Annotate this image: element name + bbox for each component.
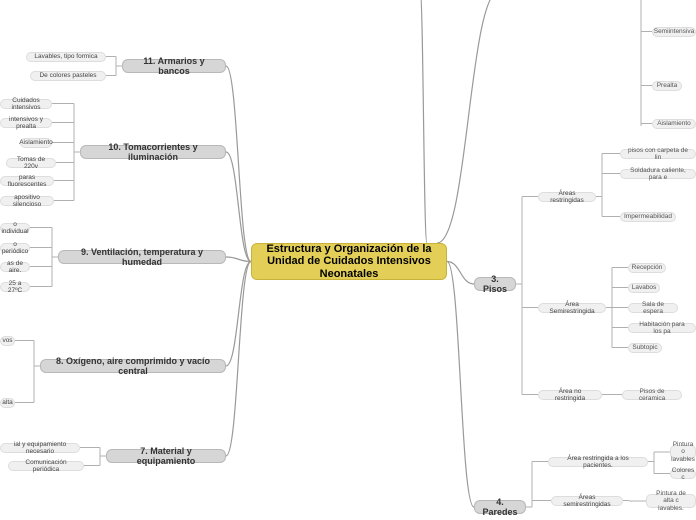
branch-right-1-sub-0-leaf-1[interactable]: Colores c: [670, 469, 696, 479]
branch-left-1-label: 10. Tomacorrientes y iluminación: [87, 142, 219, 163]
branch-right-0-sub-1-label: Área Semirestringida: [545, 301, 599, 316]
branch-right-0-sub-1-leaf-1[interactable]: Lavabos: [628, 283, 660, 293]
branch-left-3-sub-0-label: vos: [2, 337, 12, 344]
branch-right-0-sub-2-leaf-0[interactable]: Pisos de ceramica: [622, 390, 682, 400]
branch-right-0-sub-1-leaf-0-label: Recepción: [632, 264, 663, 271]
branch-left-1-sub-2-label: Aislamiento: [19, 139, 53, 146]
branch-left-1-sub-0[interactable]: Cuidados intensivos: [0, 99, 52, 109]
branch-left-0-sub-0[interactable]: Lavables, tipo formica: [26, 52, 106, 62]
far-right-leaf-1-label: Prealta: [657, 82, 678, 89]
branch-right-1-sub-1-label: Áreas semirestringidas: [558, 494, 616, 509]
branch-right-0-sub-1-leaf-2[interactable]: Sala de espera: [628, 303, 678, 313]
branch-left-1-sub-5-label: apositivo silencioso: [7, 194, 47, 209]
branch-left-2-sub-1[interactable]: o periódico: [0, 243, 30, 253]
branch-right-1-sub-0-label: Área restringida a los pacientes.: [555, 455, 641, 470]
branch-right-1-sub-0-leaf-1-label: Colores c: [672, 467, 694, 482]
branch-left-3-label: 8. Oxígeno, aire comprimido y vacío cent…: [47, 356, 219, 377]
branch-left-1-sub-4-label: paras fluorescentes: [7, 174, 47, 189]
branch-left-3[interactable]: 8. Oxígeno, aire comprimido y vacío cent…: [40, 359, 226, 373]
branch-right-0-sub-2-label: Área no restringida: [545, 388, 595, 403]
branch-left-4-sub-0[interactable]: ial y equipamiento necesario: [0, 443, 80, 453]
branch-right-1-sub-1-leaf-0[interactable]: Pintura de alta c lavables.: [646, 494, 696, 508]
branch-right-0-sub-0-leaf-1[interactable]: Soldadura caliente, para e: [620, 169, 696, 179]
branch-left-1[interactable]: 10. Tomacorrientes y iluminación: [80, 145, 226, 159]
root-node[interactable]: Estructura y Organización de la Unidad d…: [251, 243, 447, 280]
branch-left-3-sub-1-label: alta: [2, 399, 12, 406]
branch-left-4-sub-1[interactable]: Comunicación periódica: [8, 461, 84, 471]
far-right-leaf-1[interactable]: Prealta: [652, 81, 682, 91]
branch-right-1-sub-0-leaf-0[interactable]: Pintura o lavables: [670, 445, 696, 459]
branch-right-0-sub-0-leaf-0[interactable]: pisos con carpeta de lin: [620, 149, 696, 159]
branch-left-2-sub-2-label: as de aire.: [7, 260, 23, 275]
branch-right-0-sub-1-leaf-4[interactable]: Subtopic: [628, 343, 662, 353]
branch-right-0-sub-1-leaf-2-label: Sala de espera: [635, 301, 671, 316]
branch-left-2-sub-1-label: o periódico: [2, 241, 28, 256]
branch-right-1-sub-1[interactable]: Áreas semirestringidas: [551, 496, 623, 506]
branch-left-1-sub-0-label: Cuidados intensivos: [7, 97, 45, 112]
branch-left-2[interactable]: 9. Ventilación, temperatura y humedad: [58, 250, 226, 264]
branch-left-0-sub-0-label: Lavables, tipo formica: [34, 53, 97, 60]
branch-right-0-sub-2-leaf-0-label: Pisos de ceramica: [629, 388, 675, 403]
branch-right-0[interactable]: 3. Pisos: [474, 277, 516, 291]
branch-left-3-sub-1[interactable]: alta: [0, 398, 15, 408]
branch-left-1-sub-3[interactable]: Tomas de 220v: [6, 158, 56, 168]
branch-left-2-sub-0[interactable]: o individual: [0, 223, 30, 233]
branch-right-0-sub-1[interactable]: Área Semirestringida: [538, 303, 606, 313]
branch-left-1-sub-1[interactable]: intensivos y prealta: [0, 118, 52, 128]
branch-left-3-sub-0[interactable]: vos: [0, 336, 15, 346]
branch-right-0-sub-0-leaf-0-label: pisos con carpeta de lin: [627, 147, 689, 162]
branch-left-2-sub-0-label: o individual: [1, 221, 28, 236]
branch-right-0-sub-0-leaf-2-label: Impermeabilidad: [624, 213, 672, 220]
branch-left-1-sub-5[interactable]: apositivo silencioso: [0, 196, 54, 206]
branch-left-1-sub-3-label: Tomas de 220v: [13, 156, 49, 171]
branch-right-1-sub-0-leaf-0-label: Pintura o lavables: [671, 441, 695, 463]
branch-left-0-sub-1-label: De colores pasteles: [39, 72, 96, 79]
branch-right-0-sub-1-leaf-1-label: Lavabos: [632, 284, 657, 291]
root-node-label: Estructura y Organización de la Unidad d…: [258, 243, 440, 281]
branch-right-1-label: 4. Paredes: [481, 497, 519, 518]
branch-left-4-sub-0-label: ial y equipamiento necesario: [7, 441, 73, 456]
branch-right-0-sub-0-label: Áreas restringidas: [545, 190, 589, 205]
branch-right-0-label: 3. Pisos: [481, 274, 509, 295]
branch-right-1-sub-1-leaf-0-label: Pintura de alta c lavables.: [653, 490, 689, 512]
branch-left-1-sub-2[interactable]: Aislamiento: [20, 138, 52, 148]
branch-left-4-sub-1-label: Comunicación periódica: [15, 459, 77, 474]
branch-right-0-sub-1-leaf-3[interactable]: Habitación para los pa: [628, 323, 696, 333]
far-right-leaf-2[interactable]: Aislamiento: [652, 119, 696, 129]
branch-left-2-sub-3[interactable]: 25 a 27ºC: [0, 282, 30, 292]
branch-left-4[interactable]: 7. Material y equipamiento: [106, 449, 226, 463]
branch-left-1-sub-4[interactable]: paras fluorescentes: [0, 176, 54, 186]
branch-left-2-sub-3-label: 25 a 27ºC: [7, 280, 23, 295]
far-right-leaf-0-label: Semiintensiva: [654, 28, 694, 35]
far-right-leaf-0[interactable]: Semiintensiva: [652, 27, 696, 37]
branch-left-4-label: 7. Material y equipamiento: [113, 446, 219, 467]
branch-left-2-label: 9. Ventilación, temperatura y humedad: [65, 247, 219, 268]
branch-right-1-sub-0[interactable]: Área restringida a los pacientes.: [548, 457, 648, 467]
branch-left-0-label: 11. Armarios y bancos: [129, 56, 219, 77]
branch-right-0-sub-1-leaf-4-label: Subtopic: [632, 344, 657, 351]
branch-right-0-sub-0[interactable]: Áreas restringidas: [538, 192, 596, 202]
branch-left-0-sub-1[interactable]: De colores pasteles: [30, 71, 106, 81]
branch-left-2-sub-2[interactable]: as de aire.: [0, 262, 30, 272]
branch-right-0-sub-2[interactable]: Área no restringida: [538, 390, 602, 400]
branch-right-1[interactable]: 4. Paredes: [474, 500, 526, 514]
branch-right-0-sub-0-leaf-2[interactable]: Impermeabilidad: [620, 212, 676, 222]
branch-left-0[interactable]: 11. Armarios y bancos: [122, 59, 226, 73]
branch-right-0-sub-0-leaf-1-label: Soldadura caliente, para e: [627, 167, 689, 182]
far-right-leaf-2-label: Aislamiento: [657, 120, 691, 127]
branch-right-0-sub-1-leaf-3-label: Habitación para los pa: [635, 321, 689, 336]
branch-right-0-sub-1-leaf-0[interactable]: Recepción: [628, 263, 666, 273]
branch-left-1-sub-1-label: intensivos y prealta: [7, 116, 45, 131]
